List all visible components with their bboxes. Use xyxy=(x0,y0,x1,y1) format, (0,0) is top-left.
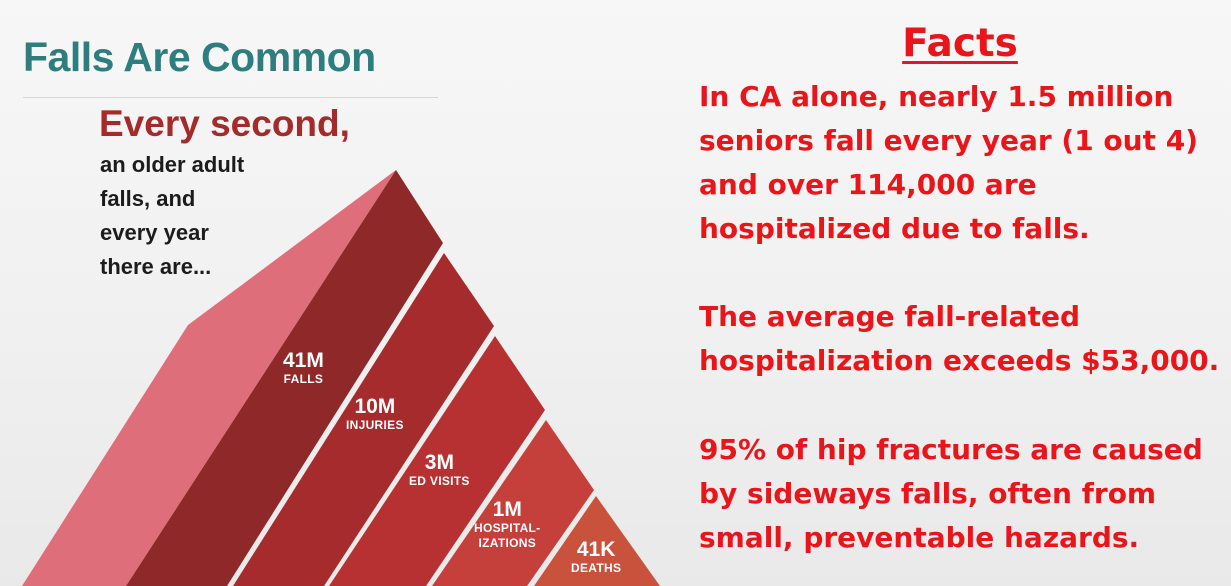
pyramid-side-face xyxy=(22,170,396,586)
fact-line: hospitalized due to falls. xyxy=(699,212,1090,245)
tier-label-falls: 41M FALLS xyxy=(283,350,324,385)
tier-caption: HOSPITAL- xyxy=(474,521,541,535)
tier-number: 41M xyxy=(283,349,324,372)
headline-every-second: Every second, xyxy=(99,103,350,144)
tier-label-ed-visits: 3M ED VISITS xyxy=(409,452,470,487)
pyramid-tier-injuries xyxy=(233,253,494,586)
subtext-line: an older adult xyxy=(100,152,245,177)
fact-line: small, preventable hazards. xyxy=(699,521,1140,554)
fact-line: by sideways falls, often from xyxy=(699,477,1157,510)
subtext-line: every year xyxy=(100,220,209,245)
page-title: Falls Are Common xyxy=(23,34,376,80)
pyramid-tier-hospitalizations xyxy=(432,420,594,586)
subtext-line: there are... xyxy=(100,254,212,279)
falls-pyramid xyxy=(22,170,660,586)
fact-line: In CA alone, nearly 1.5 million xyxy=(699,80,1174,113)
tier-number: 3M xyxy=(424,451,454,474)
title-divider xyxy=(23,97,438,98)
tier-caption: ED VISITS xyxy=(409,474,470,488)
tier-label-hospitalizations: 1M HOSPITAL- IZATIONS xyxy=(474,499,540,549)
facts-heading: Facts xyxy=(902,21,1018,66)
tier-label-deaths: 41K DEATHS xyxy=(571,539,621,574)
tier-caption: INJURIES xyxy=(346,418,404,432)
fact-line: hospitalization exceeds $53,000. xyxy=(699,344,1220,377)
pyramid-tier-deaths xyxy=(534,496,660,586)
tier-caption: FALLS xyxy=(283,372,324,386)
fact-line: and over 114,000 are xyxy=(699,168,1037,201)
tier-caption: IZATIONS xyxy=(478,536,536,550)
tier-number: 1M xyxy=(492,498,522,521)
tier-label-injuries: 10M INJURIES xyxy=(346,396,404,431)
fact-ca-falls: In CA alone, nearly 1.5 million seniors … xyxy=(699,75,1198,251)
headline-subtext: an older adult falls, and every year the… xyxy=(100,148,244,284)
fact-line: 95% of hip fractures are caused xyxy=(699,433,1203,466)
fact-line: seniors fall every year (1 out 4) xyxy=(699,124,1199,157)
tier-number: 10M xyxy=(354,395,396,418)
pyramid-tier-ed-visits xyxy=(329,336,545,586)
tier-caption: DEATHS xyxy=(571,561,622,575)
tier-number: 41K xyxy=(576,538,616,561)
subtext-line: falls, and xyxy=(100,186,196,211)
fact-line: The average fall-related xyxy=(699,300,1080,333)
pyramid-tier-falls xyxy=(126,170,443,586)
fact-hospitalization-cost: The average fall-related hospitalization… xyxy=(699,295,1219,383)
fact-hip-fractures: 95% of hip fractures are caused by sidew… xyxy=(699,428,1203,560)
